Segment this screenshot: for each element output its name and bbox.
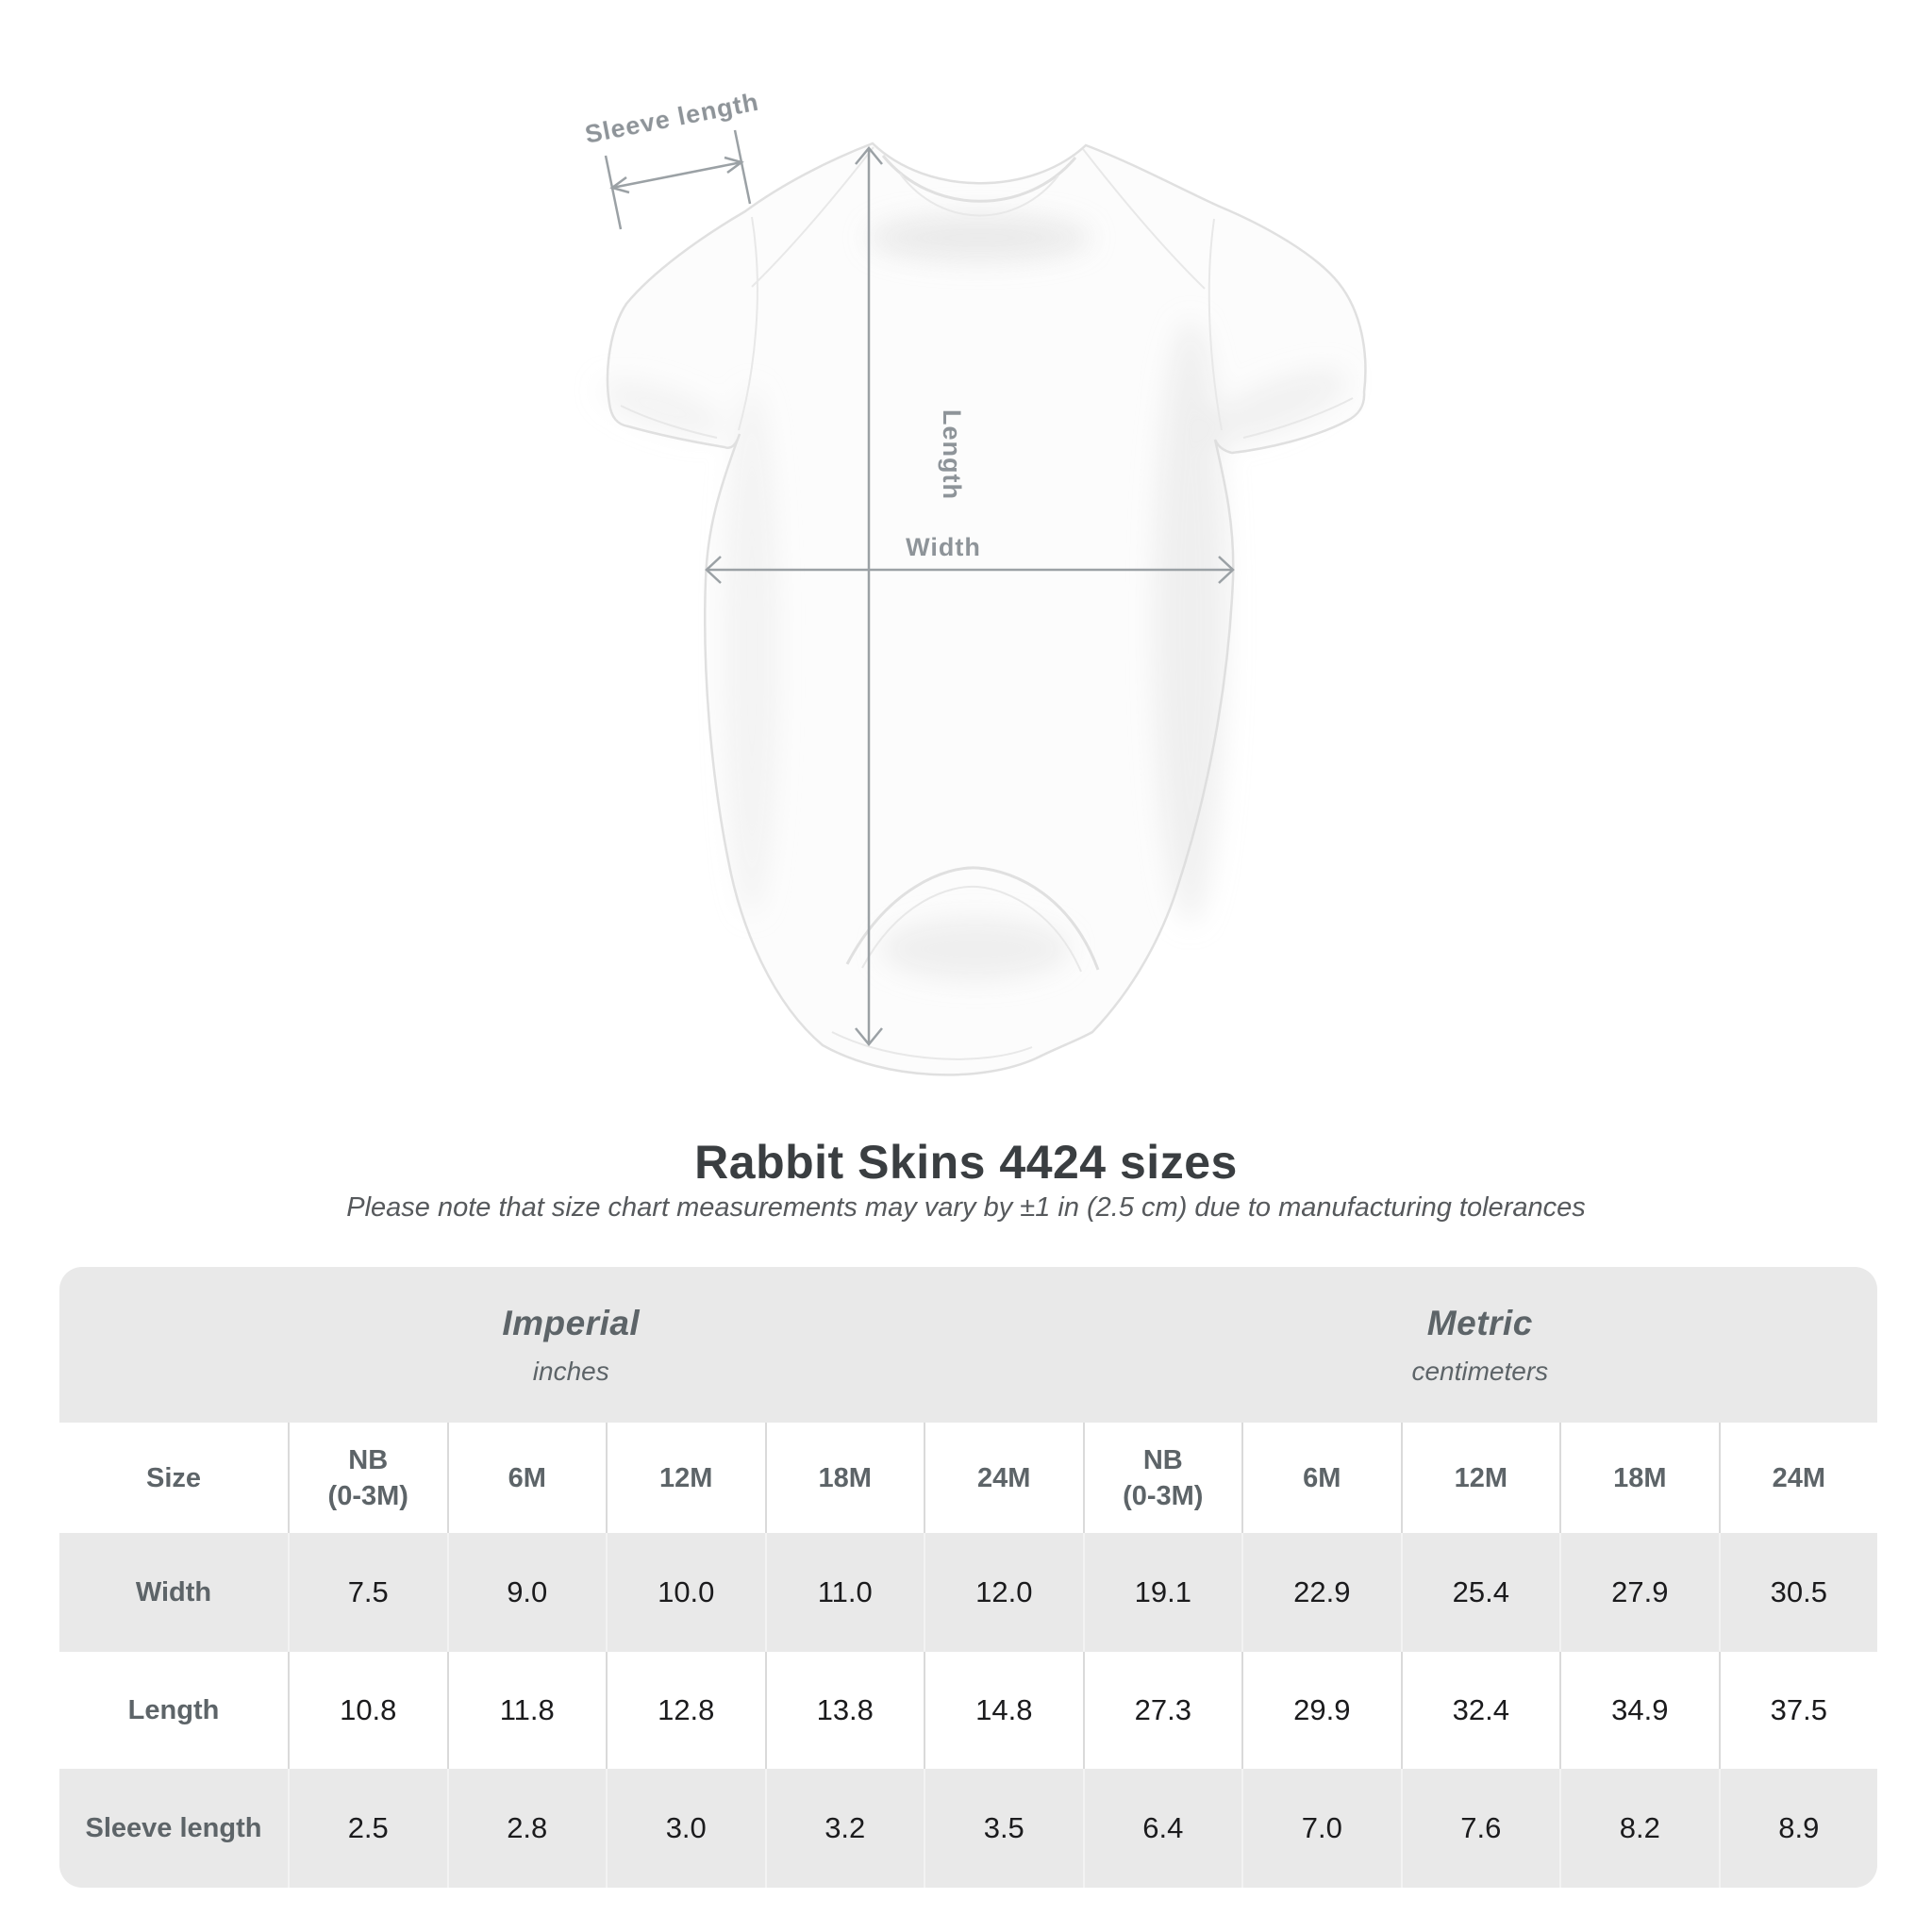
cell-width-nb-in: 7.5 <box>288 1533 447 1652</box>
cell-width-24m-in: 12.0 <box>924 1533 1083 1652</box>
cell-width-18m-cm: 27.9 <box>1559 1533 1719 1652</box>
size-table: Imperial inches Metric centimeters Size … <box>59 1267 1878 1888</box>
cell-sleeve-6m-in: 2.8 <box>446 1769 606 1888</box>
col-header-18m-imperial: 18M <box>764 1423 924 1533</box>
cell-sleeve-24m-cm: 8.9 <box>1718 1769 1878 1888</box>
page-subtitle: Please note that size chart measurements… <box>346 1192 1586 1223</box>
cell-length-24m-cm: 37.5 <box>1718 1652 1878 1769</box>
size-header-row: Size NB (0-3M) 6M 12M 18M 24M NB (0-3M) 6M… <box>59 1423 1878 1533</box>
cell-sleeve-nb-in: 2.5 <box>288 1769 447 1888</box>
cell-width-12m-cm: 25.4 <box>1400 1533 1560 1652</box>
cell-length-12m-cm: 32.4 <box>1400 1652 1560 1769</box>
cell-length-24m-in: 14.8 <box>924 1652 1083 1769</box>
cell-sleeve-6m-cm: 7.0 <box>1241 1769 1401 1888</box>
cell-sleeve-12m-in: 3.0 <box>606 1769 765 1888</box>
unit-header-imperial: Imperial inches <box>59 1267 1083 1423</box>
size-header-cell: Size <box>59 1423 288 1533</box>
sleeve-length-arrow <box>604 129 752 230</box>
cell-length-6m-cm: 29.9 <box>1241 1652 1401 1769</box>
cell-sleeve-24m-in: 3.5 <box>924 1769 1083 1888</box>
cell-length-18m-in: 13.8 <box>764 1652 924 1769</box>
unit-band-row: Imperial inches Metric centimeters <box>59 1267 1878 1423</box>
onesie-illustration <box>599 142 1367 1076</box>
cell-length-12m-in: 12.8 <box>606 1652 765 1769</box>
col-header-nb-metric: NB (0-3M) <box>1082 1423 1242 1533</box>
sleeve-length-label: Sleeve length <box>583 88 761 149</box>
cell-length-6m-in: 11.8 <box>446 1652 606 1769</box>
col-header-24m-imperial: 24M <box>924 1423 1083 1533</box>
cell-sleeve-12m-cm: 7.6 <box>1400 1769 1560 1888</box>
cell-length-18m-cm: 34.9 <box>1559 1652 1719 1769</box>
row-label-length: Length <box>59 1652 288 1769</box>
page-title: Rabbit Skins 4424 sizes <box>694 1136 1238 1189</box>
sleeve-length-row: Sleeve length 2.5 2.8 3.0 3.2 3.5 6.4 7.… <box>59 1769 1878 1888</box>
cell-sleeve-nb-cm: 6.4 <box>1082 1769 1242 1888</box>
row-label-sleeve-length: Sleeve length <box>59 1769 288 1888</box>
cell-width-nb-cm: 19.1 <box>1082 1533 1242 1652</box>
length-arrow <box>855 146 883 1046</box>
imperial-name: Imperial <box>502 1303 641 1342</box>
cell-width-6m-cm: 22.9 <box>1241 1533 1401 1652</box>
length-row: Length 10.8 11.8 12.8 13.8 14.8 27.3 29.… <box>59 1652 1878 1769</box>
cell-width-18m-in: 11.0 <box>764 1533 924 1652</box>
width-label: Width <box>906 533 981 561</box>
cell-width-6m-in: 9.0 <box>446 1533 606 1652</box>
onesie-diagram: Sleeve length Length Width <box>583 88 1367 1076</box>
cell-width-12m-in: 10.0 <box>606 1533 765 1652</box>
col-header-nb-imperial: NB (0-3M) <box>288 1423 447 1533</box>
col-header-18m-metric: 18M <box>1559 1423 1719 1533</box>
col-header-12m-metric: 12M <box>1400 1423 1560 1533</box>
col-header-6m-imperial: 6M <box>446 1423 606 1533</box>
width-row: Width 7.5 9.0 10.0 11.0 12.0 19.1 22.9 2… <box>59 1533 1878 1652</box>
unit-header-metric: Metric centimeters <box>1082 1267 1878 1423</box>
cell-length-nb-cm: 27.3 <box>1082 1652 1242 1769</box>
length-label: Length <box>938 409 966 500</box>
row-label-width: Width <box>59 1533 288 1652</box>
imperial-unit: inches <box>532 1356 609 1386</box>
col-header-24m-metric: 24M <box>1718 1423 1878 1533</box>
col-header-6m-metric: 6M <box>1241 1423 1401 1533</box>
cell-length-nb-in: 10.8 <box>288 1652 447 1769</box>
cell-sleeve-18m-cm: 8.2 <box>1559 1769 1719 1888</box>
metric-name: Metric <box>1426 1303 1533 1342</box>
cell-width-24m-cm: 30.5 <box>1718 1533 1878 1652</box>
width-arrow <box>705 556 1235 584</box>
cell-sleeve-18m-in: 3.2 <box>764 1769 924 1888</box>
metric-unit: centimeters <box>1411 1356 1549 1386</box>
col-header-12m-imperial: 12M <box>606 1423 765 1533</box>
